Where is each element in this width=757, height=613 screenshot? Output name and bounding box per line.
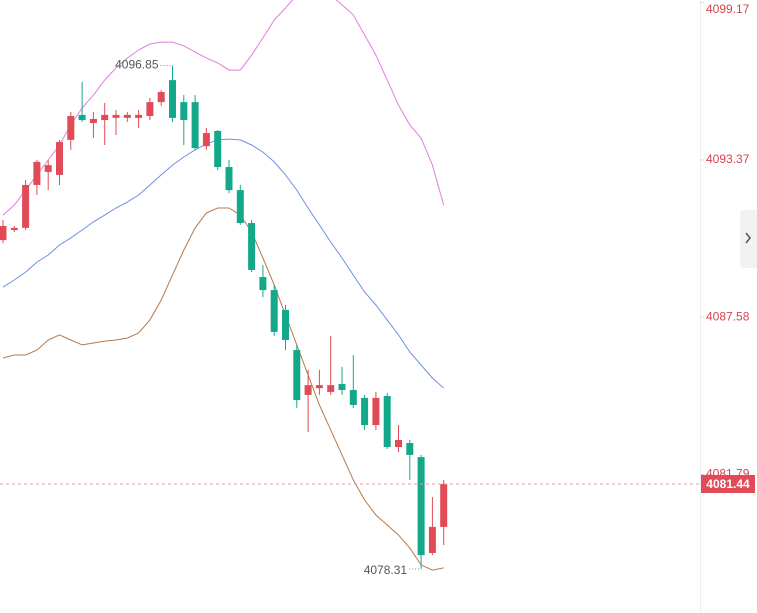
candle-body: [89, 118, 97, 124]
candle-body: [10, 227, 18, 231]
candle-body: [327, 385, 335, 392]
candle-body: [338, 384, 346, 391]
low-label: 4078.31: [364, 563, 408, 577]
candle-body: [440, 483, 448, 527]
candle-body: [406, 442, 414, 455]
candle-body: [180, 102, 188, 121]
candle-body: [395, 439, 402, 448]
candle-body: [33, 161, 41, 185]
candle-body: [67, 115, 75, 140]
candle-body: [78, 114, 86, 121]
candle-body: [304, 385, 312, 395]
candle-body: [123, 114, 131, 118]
candle-body: [259, 277, 267, 291]
candle-body: [44, 165, 52, 172]
y-tick-label: 4099.17: [706, 2, 750, 16]
band-line: [2, 0, 445, 216]
band-line: [2, 207, 444, 571]
candle-body: [270, 290, 278, 332]
candle-body: [417, 457, 425, 556]
y-tick-label: 4087.58: [706, 309, 750, 323]
candle-body: [428, 526, 436, 553]
candle-body: [146, 102, 154, 116]
candle-body: [202, 133, 210, 147]
candle-body: [383, 395, 391, 448]
candle-body: [248, 222, 256, 270]
candle-body: [372, 397, 380, 426]
candle-body: [0, 225, 7, 241]
band-line: [2, 138, 445, 389]
last-price-label: 4081.44: [706, 477, 750, 491]
y-tick-label: 4093.37: [706, 152, 750, 166]
candle-body: [135, 114, 143, 118]
candle-body: [349, 390, 357, 405]
high-label: 4096.85: [115, 58, 159, 72]
candle-body: [236, 190, 244, 223]
candle-body: [112, 114, 120, 118]
candle-body: [225, 167, 233, 191]
candle-body: [293, 350, 301, 401]
candle-body: [56, 142, 63, 175]
candle-body: [282, 309, 289, 341]
candle-body: [22, 184, 30, 228]
candle-body: [361, 397, 369, 426]
candle-body: [214, 130, 222, 168]
candle-body: [101, 114, 109, 121]
side-toggle-button[interactable]: [740, 210, 757, 268]
plot-area: 4096.85 4078.31: [0, 0, 448, 577]
candle-body: [191, 102, 199, 149]
candle-body: [169, 80, 176, 118]
candle-body: [315, 385, 323, 389]
last-price-tag: [701, 474, 755, 493]
candle-body: [157, 92, 165, 103]
chevron-icon[interactable]: [745, 232, 751, 244]
